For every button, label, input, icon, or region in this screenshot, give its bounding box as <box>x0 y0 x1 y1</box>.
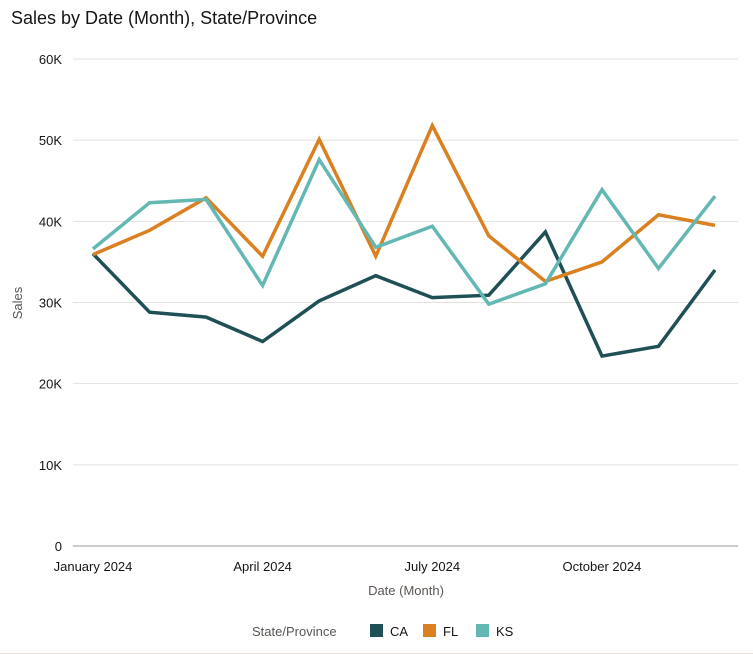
x-tick-label: October 2024 <box>563 559 642 574</box>
y-tick-label: 60K <box>39 52 62 67</box>
chart-title: Sales by Date (Month), State/Province <box>11 8 318 28</box>
y-axis-title: Sales <box>10 286 25 319</box>
series-lines <box>91 121 717 359</box>
gridlines <box>73 58 738 547</box>
x-tick-label: April 2024 <box>233 559 292 574</box>
y-tick-label: 0 <box>55 539 62 554</box>
legend-swatch-ks <box>476 624 489 637</box>
legend-label-ks[interactable]: KS <box>496 624 514 639</box>
legend-swatch-ca <box>370 624 383 637</box>
x-axis-title: Date (Month) <box>368 583 444 598</box>
y-tick-label: 10K <box>39 458 62 473</box>
y-tick-label: 40K <box>39 214 62 229</box>
series-line-fl[interactable] <box>92 121 716 284</box>
y-axis: 0 10K 20K 30K 40K 50K 60K <box>39 52 62 554</box>
legend-swatch-fl <box>423 624 436 637</box>
legend: State/Province CA FL KS <box>252 624 514 639</box>
x-tick-label: January 2024 <box>54 559 133 574</box>
series-line-ks[interactable] <box>91 155 717 307</box>
legend-title: State/Province <box>252 624 337 639</box>
y-tick-label: 20K <box>39 377 62 392</box>
series-line-ca[interactable] <box>91 228 717 359</box>
y-tick-label: 30K <box>39 296 62 311</box>
legend-label-fl[interactable]: FL <box>443 624 458 639</box>
x-axis: January 2024 April 2024 July 2024 October 2… <box>54 559 642 574</box>
x-tick-label: July 2024 <box>404 559 460 574</box>
y-tick-label: 50K <box>39 133 62 148</box>
legend-label-ca[interactable]: CA <box>390 624 408 639</box>
